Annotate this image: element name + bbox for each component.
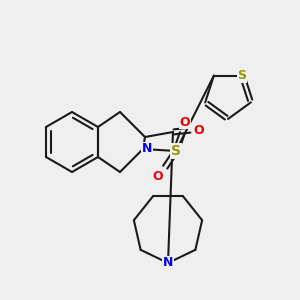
Text: O: O [153, 170, 163, 184]
Text: S: S [171, 144, 181, 158]
Text: N: N [142, 142, 152, 155]
Text: O: O [180, 116, 190, 128]
Text: S: S [238, 69, 247, 82]
Text: N: N [163, 256, 173, 269]
Text: O: O [194, 124, 204, 136]
